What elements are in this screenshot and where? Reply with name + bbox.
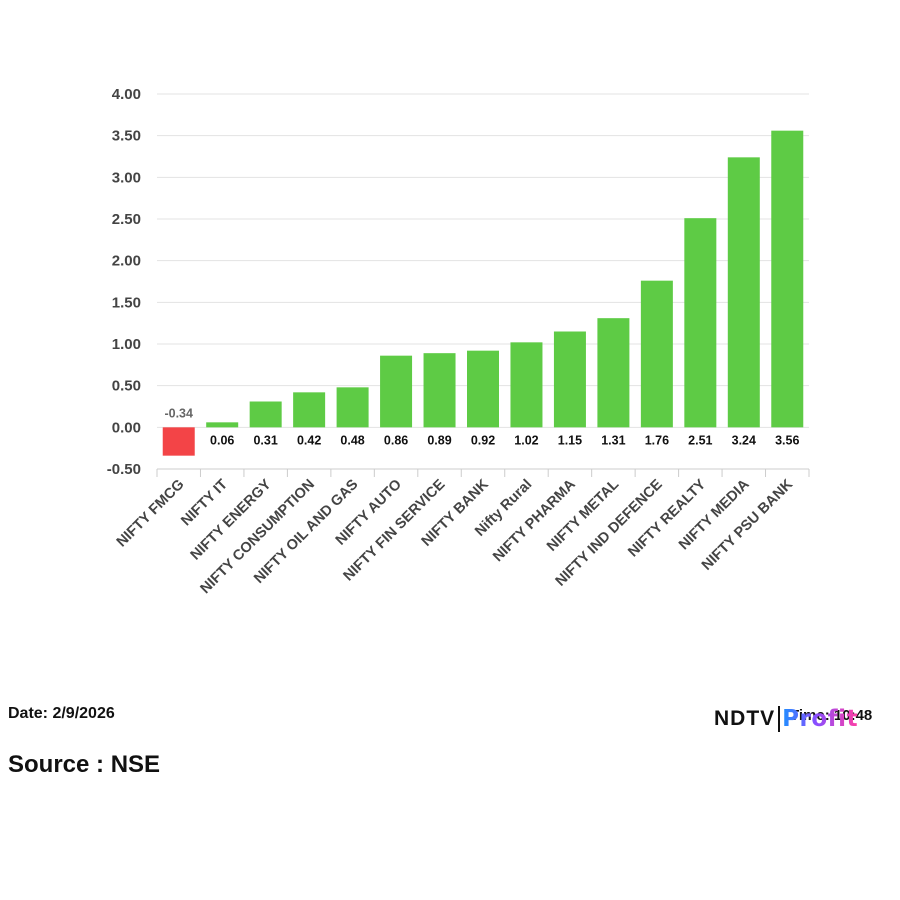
data-label: 0.06 (210, 433, 234, 447)
bar (423, 353, 456, 428)
y-tick-label: 2.00 (112, 253, 141, 270)
logo-brand: NDTV (714, 707, 776, 730)
data-label: -0.34 (164, 406, 193, 420)
data-label: 3.56 (775, 433, 799, 447)
bar (771, 130, 804, 428)
bar (249, 401, 282, 428)
bar-chart: -0.50 0.00 0.50 1.00 1.50 2.00 2.50 3.00 3.50 4.0… (107, 86, 810, 597)
y-tick-label: 0.50 (112, 378, 141, 395)
bar (684, 218, 717, 428)
y-tick-label: 0.00 (112, 419, 141, 436)
bar (293, 392, 326, 428)
bar (510, 342, 543, 428)
ndtv-profit-logo: NDTV Profit (714, 703, 858, 735)
bar (206, 422, 239, 428)
data-label: 3.24 (732, 433, 756, 447)
data-label: 0.48 (340, 433, 364, 447)
time-label: Time: 10:48 (790, 707, 872, 724)
bar (336, 387, 369, 428)
y-tick-label: 3.50 (112, 128, 141, 145)
y-tick-label: 1.50 (112, 294, 141, 311)
date-label: Date: 2/9/2026 (8, 705, 115, 722)
data-label: 1.76 (645, 433, 669, 447)
bar (553, 331, 586, 428)
data-label: 0.42 (297, 433, 321, 447)
bar (727, 157, 760, 428)
data-label: 1.15 (558, 433, 582, 447)
bar (640, 280, 673, 428)
y-tick-label: 3.00 (112, 169, 141, 186)
data-label: 0.86 (384, 433, 408, 447)
data-label: 0.31 (253, 433, 277, 447)
x-tick-label: NIFTY REALTY (625, 476, 709, 560)
x-tick-label: NIFTY FMCG (114, 477, 188, 551)
bar (380, 355, 413, 428)
x-tick-label: NIFTY ENERGY (188, 476, 275, 563)
data-label: 1.02 (514, 433, 538, 447)
y-tick-label: 4.00 (112, 86, 141, 103)
bar (597, 318, 630, 428)
data-label: 0.89 (427, 433, 451, 447)
bar (467, 350, 499, 428)
bar (162, 427, 195, 456)
axes: -0.50 0.00 0.50 1.00 1.50 2.00 2.50 3.00 3.50 4.0… (107, 86, 810, 478)
bars (162, 130, 804, 456)
y-tick-label: -0.50 (107, 461, 141, 478)
source-label: Source : NSE (8, 751, 161, 778)
data-label: 0.92 (471, 433, 495, 447)
y-tick-label: 2.50 (112, 211, 141, 228)
y-tick-label: 1.00 (112, 336, 141, 353)
logo-divider (778, 706, 781, 732)
data-label: 1.31 (601, 433, 625, 447)
data-label: 2.51 (688, 433, 712, 447)
logo-product: Profit (782, 706, 859, 732)
